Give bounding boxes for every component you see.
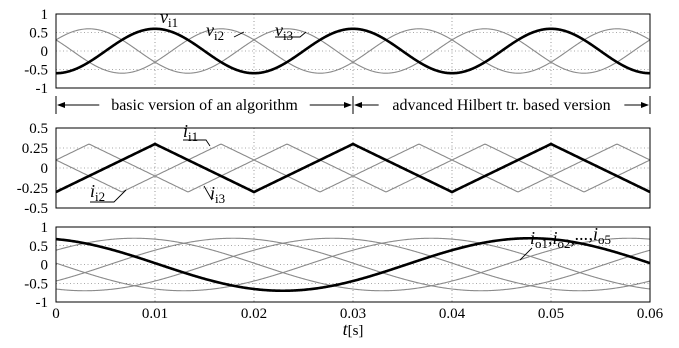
annotation-text: basic version of an algorithm bbox=[111, 97, 298, 114]
y-tick-label: -0.25 bbox=[17, 181, 48, 197]
y-tick-label: -1 bbox=[36, 81, 49, 97]
y-tick-label: 0.25 bbox=[22, 141, 48, 157]
series-label-i_i3: ii3 bbox=[210, 183, 225, 206]
label-leader-v_i3 bbox=[275, 31, 307, 38]
series-label-v_i2: vi2 bbox=[206, 20, 224, 43]
panel-3: 10.50-0.5-10 0.01 0.02 0.03 0.04 0.05 0.06t[s] bbox=[24, 220, 663, 339]
plot-frame bbox=[55, 127, 651, 209]
y-tick-label: 1 bbox=[41, 7, 49, 23]
arrowhead-left bbox=[57, 102, 65, 108]
series-line-i_o1 bbox=[55, 236, 651, 293]
annotation-text: advanced Hilbert tr. based version bbox=[392, 97, 610, 114]
label-leader-output-currents bbox=[519, 247, 533, 261]
y-tick-label: -0.5 bbox=[24, 201, 48, 217]
annotation-2: advanced Hilbert tr. based version bbox=[354, 97, 649, 114]
y-tick-label: -1 bbox=[36, 295, 49, 311]
series-line-v_i1 bbox=[55, 27, 651, 75]
x-axis-title: t[s] bbox=[343, 319, 364, 339]
series-line-i_o5 bbox=[55, 237, 651, 292]
arrowhead-left bbox=[354, 102, 362, 108]
arrowhead-right bbox=[641, 102, 649, 108]
label-leader-i_i1 bbox=[183, 139, 211, 147]
series-label-v_i1: vi1 bbox=[160, 7, 178, 30]
y-tick-label: -0.5 bbox=[24, 276, 48, 292]
plot-frame bbox=[55, 13, 651, 89]
series-line-v_i3 bbox=[55, 28, 651, 74]
series-line-i_o3 bbox=[55, 237, 651, 292]
series-line-i_o4 bbox=[55, 237, 651, 292]
x-tick-label: 0.05 bbox=[538, 306, 564, 322]
series-line-i_i3 bbox=[55, 143, 651, 193]
x-tick-label: 0.04 bbox=[439, 306, 466, 322]
y-tick-label: 0.5 bbox=[29, 26, 48, 42]
y-tick-label: 0 bbox=[41, 161, 49, 177]
y-tick-label: 0.5 bbox=[29, 121, 48, 137]
series-label-v_i3: vi3 bbox=[275, 20, 293, 43]
y-tick-label: 0.5 bbox=[29, 239, 48, 255]
x-tick-label: 0.01 bbox=[142, 306, 168, 322]
annotation-range: basic version of an algorithm advanced Hi… bbox=[55, 96, 651, 114]
annotation-1: basic version of an algorithm bbox=[57, 97, 352, 114]
label-leader-v_i2 bbox=[233, 31, 245, 38]
y-tick-label: 1 bbox=[41, 220, 49, 236]
x-tick-label: 0.06 bbox=[637, 306, 664, 322]
plot-frame bbox=[55, 226, 651, 303]
panel-1: 1 0.5 0 -0.5 -1 bbox=[24, 7, 651, 97]
y-tick-label: 0 bbox=[41, 44, 49, 60]
y-tick-label: -0.5 bbox=[24, 63, 48, 79]
panel-2: 0.5 0.25 0 -0.25 -0.5 bbox=[17, 121, 651, 217]
x-tick-label: 0 bbox=[52, 306, 60, 322]
arrowhead-right bbox=[344, 102, 352, 108]
x-tick-label: 0.02 bbox=[241, 306, 267, 322]
x-tick-label: 0.03 bbox=[340, 306, 366, 322]
series-line-i_i1 bbox=[55, 142, 651, 194]
series-label-output-currents: io1,io2,...,io5 bbox=[530, 224, 611, 251]
series-line-i_o2 bbox=[55, 237, 651, 292]
y-tick-label: 0 bbox=[41, 258, 49, 274]
series-label-i_i2: ii2 bbox=[90, 181, 105, 204]
label-leader-i_i3 bbox=[203, 185, 213, 201]
label-leader-i_i2 bbox=[90, 189, 127, 203]
series-label-i_i1: ii1 bbox=[183, 121, 198, 144]
